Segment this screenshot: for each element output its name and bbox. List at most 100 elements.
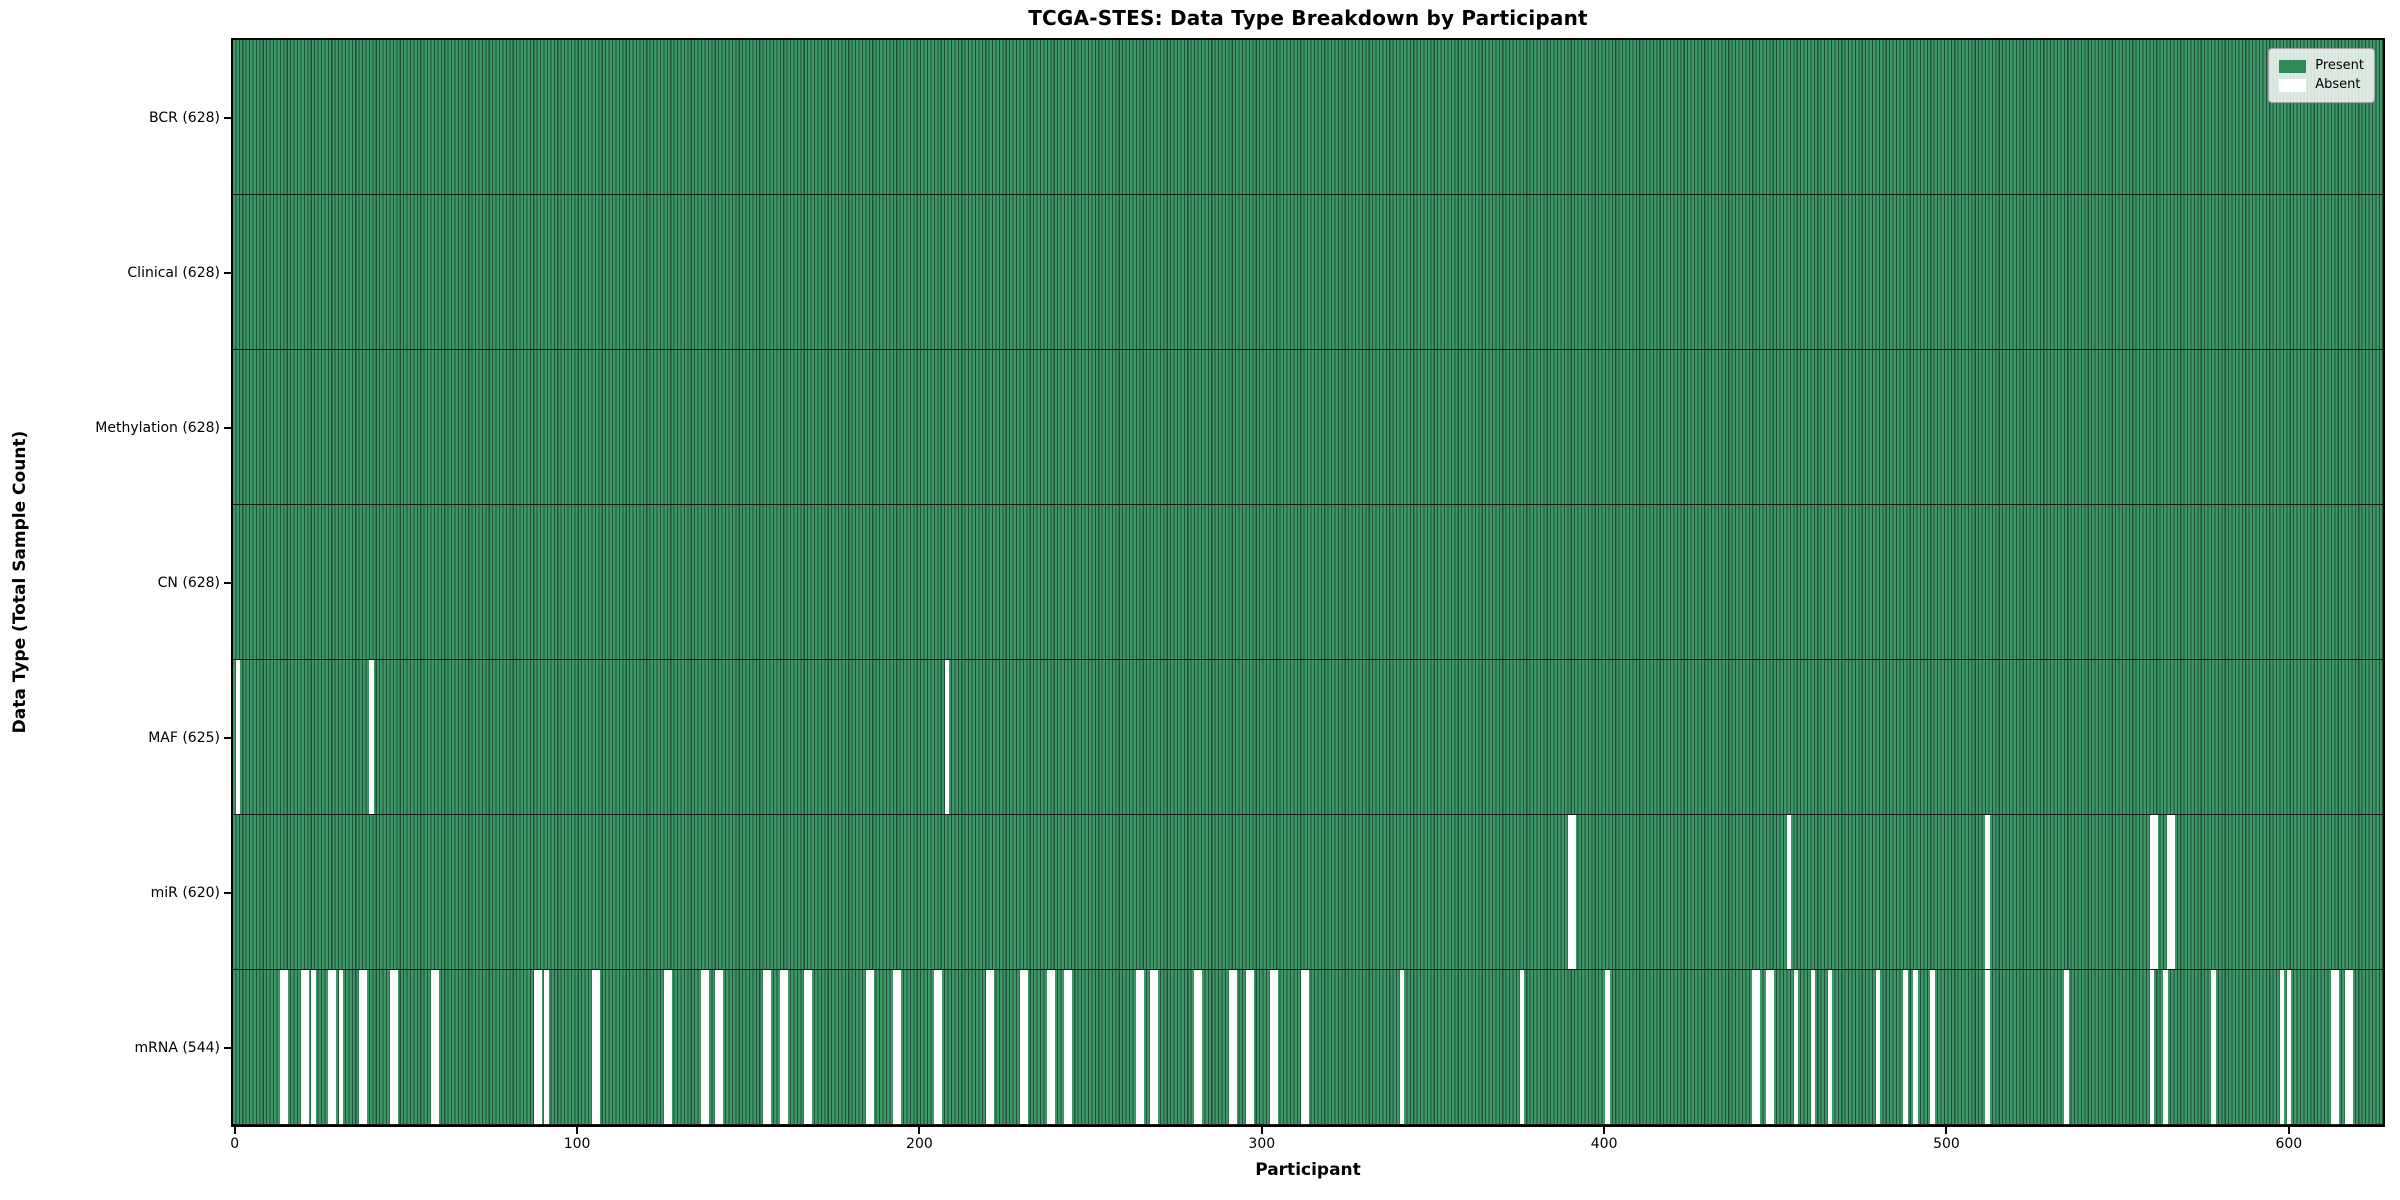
absent-gap [2153,815,2158,969]
absent-gap [1153,970,1158,1124]
row-cn [233,505,2383,660]
x-tick [1945,1127,1948,1134]
absent-gap [2064,970,2069,1124]
x-tick-label: 100 [563,1136,591,1152]
y-tick [224,581,231,584]
absent-gap [1067,970,1073,1124]
absent-gap [283,970,289,1124]
absent-gap [1766,970,1771,1124]
x-tick [233,1127,236,1134]
absent-gap [2170,815,2175,969]
absent-gap [667,970,672,1124]
absent-gap [1985,970,1990,1124]
y-tick-label: Clinical (628) [127,264,220,281]
absent-gap [1605,970,1610,1124]
absent-gap [896,970,902,1124]
absent-gap [1903,970,1908,1124]
absent-gap [304,970,309,1124]
absent-gap [235,660,241,814]
absent-gap [2211,970,2216,1124]
absent-gap [1810,970,1816,1124]
absent-gap [2334,970,2340,1124]
absent-gap [663,970,669,1124]
absent-gap [865,970,871,1124]
absent-gap [2149,970,2155,1124]
absent-gap [1752,970,1758,1124]
legend-label-absent: Absent [2315,77,2361,92]
absent-gap [780,970,785,1124]
absent-gap [1930,970,1936,1124]
absent-gap [362,970,368,1124]
legend-label-present: Present [2315,58,2364,73]
absent-gap [934,970,939,1124]
absent-gap [434,970,439,1124]
absent-gap [1197,970,1203,1124]
absent-gap [718,970,724,1124]
x-axis-label: Participant [1255,1160,1361,1180]
absent-gap [1827,970,1833,1124]
x-tick [2287,1127,2290,1134]
absent-gap [2163,970,2168,1124]
absent-gap [985,970,991,1124]
x-tick [918,1127,921,1134]
absent-gap [937,970,943,1124]
absent-gap [1023,970,1028,1124]
absent-gap [1269,970,1275,1124]
absent-gap [1303,970,1309,1124]
absent-gap [1913,970,1918,1124]
row-mrna [233,970,2383,1125]
x-tick-label: 0 [230,1136,240,1152]
absent-gap [1139,970,1145,1124]
x-tick-label: 400 [1590,1136,1618,1152]
y-tick-label: Methylation (628) [95,419,220,436]
absent-gap [280,970,285,1124]
absent-gap [1786,815,1792,969]
y-tick [224,736,231,739]
absent-gap [783,970,789,1124]
absent-gap [1064,970,1069,1124]
absent-gap [869,970,874,1124]
absent-gap [2344,970,2350,1124]
y-tick [224,1046,231,1049]
y-tick-label: CN (628) [157,574,220,591]
absent-gap [804,970,809,1124]
absent-gap [2166,815,2172,969]
absent-gap [369,660,374,814]
x-tick-label: 200 [906,1136,933,1152]
absent-gap [393,970,398,1124]
absent-gap [1875,970,1881,1124]
y-tick-label: miR (620) [150,884,220,901]
absent-gap [543,970,549,1124]
absent-gap [2348,970,2353,1124]
absent-gap [1232,970,1237,1124]
legend-item-absent: Absent [2279,77,2364,93]
absent-gap [2279,970,2285,1124]
legend-swatch-absent [2279,78,2307,92]
y-tick [224,271,231,274]
absent-gap [1985,815,1990,969]
absent-gap [704,970,710,1124]
absent-gap [2149,815,2155,969]
y-tick-label: mRNA (544) [134,1039,220,1056]
absent-gap [331,970,337,1124]
row-methylation [233,350,2383,505]
x-tick [1260,1127,1263,1134]
absent-gap [1249,970,1254,1124]
absent-gap [944,660,950,814]
row-bcr [233,40,2383,195]
x-tick-label: 300 [1248,1136,1276,1152]
absent-gap [328,970,333,1124]
absent-gap [763,970,768,1124]
absent-gap [1571,815,1576,969]
absent-gap [1047,970,1052,1124]
x-tick-label: 500 [1933,1136,1960,1152]
absent-gap [1273,970,1278,1124]
absent-gap [1300,970,1306,1124]
absent-gap [766,970,772,1124]
absent-gap [715,970,720,1124]
legend-item-present: Present [2279,58,2364,74]
absent-gap [533,970,539,1124]
absent-gap [1399,970,1405,1124]
absent-gap [1149,970,1155,1124]
